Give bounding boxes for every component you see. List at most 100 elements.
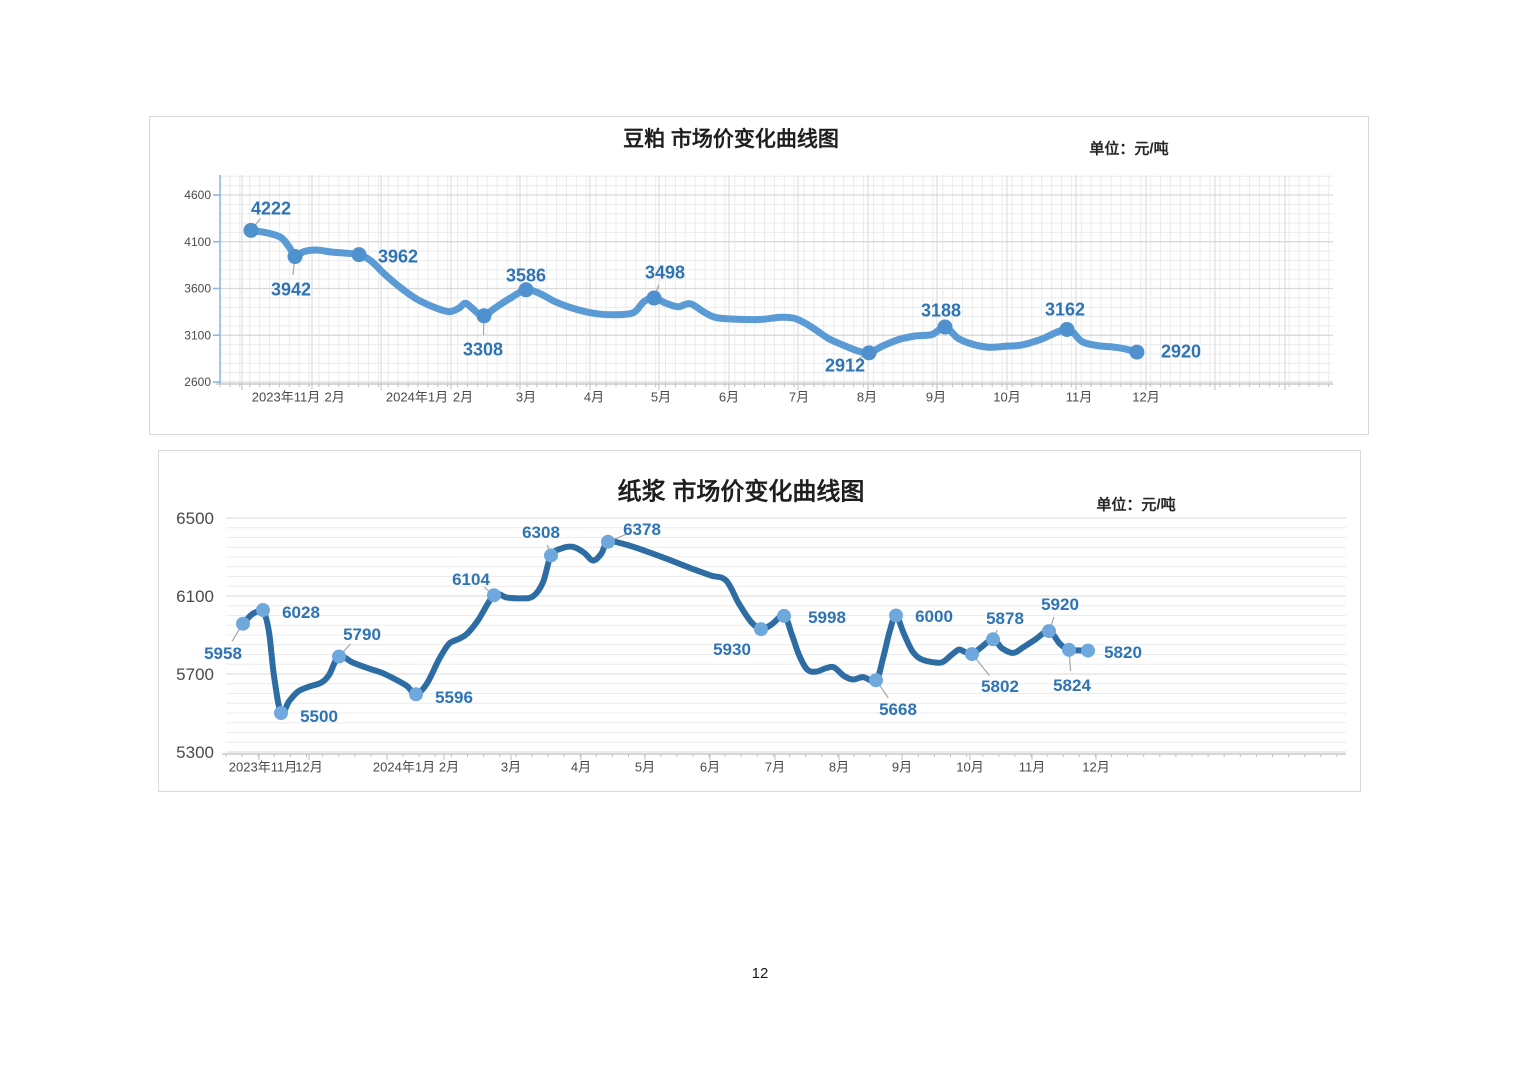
x-tick-label: 5月: [651, 390, 671, 405]
data-point-label: 5802: [981, 677, 1019, 696]
data-point-marker: [646, 290, 662, 306]
y-tick-label: 2600: [184, 375, 211, 389]
data-point-label: 5930: [713, 640, 751, 659]
x-tick-label: 2月: [453, 390, 473, 405]
x-tick-label: 5月: [635, 760, 655, 775]
x-tick-label: 6月: [719, 390, 739, 405]
x-tick-label: 9月: [926, 390, 946, 405]
x-tick-label: 9月: [892, 760, 912, 775]
chart-unit-label: 单位：元/吨: [1096, 496, 1176, 514]
data-point-marker: [861, 345, 877, 361]
x-tick-label: 7月: [789, 390, 809, 405]
data-point-label: 5668: [879, 700, 917, 719]
data-point-label: 3308: [463, 339, 503, 359]
data-point-label: 5500: [300, 707, 338, 726]
data-point-marker: [889, 608, 903, 623]
x-tick-label: 11月: [1066, 390, 1093, 405]
data-point-marker: [518, 282, 534, 298]
soybean-meal-line-chart: 4600 4100 3600 3100 2600 12月 2月 3月 4月 5月 6月 7月 8月 9月 1…: [184, 175, 1333, 405]
data-point-marker: [1042, 624, 1056, 639]
data-point-label: 5958: [204, 644, 242, 663]
data-point-marker: [1129, 344, 1145, 360]
data-point-marker: [777, 608, 791, 623]
page-number: 12: [751, 965, 769, 982]
y-tick-label: 5700: [176, 665, 214, 684]
data-point-marker: [937, 319, 953, 335]
y-tick-label: 3600: [184, 282, 211, 296]
x-tick-label: 10月: [956, 760, 983, 775]
y-tick-label: 6500: [176, 509, 214, 528]
data-point-label: 5998: [808, 608, 846, 627]
x-tick-label: 12月: [295, 760, 322, 775]
data-point-label: 3962: [378, 246, 418, 266]
x-tick-label: 2023年11月: [252, 390, 320, 405]
x-tick-label: 12月: [1132, 390, 1159, 405]
x-tick-label: 7月: [765, 760, 785, 775]
data-point-marker: [754, 622, 768, 637]
data-point-label: 6000: [915, 607, 953, 626]
price-series-line: [240, 538, 1091, 717]
data-point-label: 6308: [522, 523, 560, 542]
x-label-backing: [383, 388, 451, 405]
data-point-marker: [1081, 643, 1095, 658]
data-point-label: 3498: [645, 262, 685, 282]
data-point-marker: [601, 534, 615, 549]
data-point-marker: [274, 706, 288, 720]
x-tick-label: 4月: [584, 390, 604, 405]
data-point-marker: [351, 247, 367, 263]
data-point-label: 3942: [271, 279, 311, 299]
x-tick-label: 4月: [571, 760, 591, 775]
x-tick-label: 3月: [501, 760, 521, 775]
data-point-marker: [986, 632, 1000, 647]
x-tick-label: 11月: [1019, 760, 1046, 775]
data-point-label: 5596: [435, 688, 473, 707]
data-point-label: 3188: [921, 300, 961, 320]
x-tick-label: 10月: [993, 390, 1020, 405]
x-tick-label: 12月: [317, 390, 344, 405]
y-tick-label: 3100: [184, 328, 211, 342]
x-label-backing: [248, 388, 324, 405]
data-point-label: 4222: [251, 198, 291, 218]
data-point-label: 5878: [986, 609, 1024, 628]
data-point-marker: [869, 673, 883, 688]
data-point-marker: [965, 647, 979, 662]
chart-title: 豆粕 市场价变化曲线图: [623, 128, 839, 151]
x-tick-label: 3月: [516, 390, 536, 405]
label-leader-line: [974, 656, 990, 676]
data-point-label: 5820: [1104, 643, 1142, 662]
data-point-marker: [1062, 642, 1076, 657]
x-tick-label: 2023年11月: [229, 760, 297, 775]
data-point-label: 2912: [825, 355, 865, 375]
x-tick-label: 6月: [700, 760, 720, 775]
data-point-marker: [236, 616, 250, 631]
x-tick-label: 8月: [857, 390, 877, 405]
chart-unit-label: 单位：元/吨: [1089, 140, 1169, 158]
y-tick-label: 5300: [176, 743, 214, 762]
y-tick-label: 4600: [184, 188, 211, 202]
y-tick-label: 4100: [184, 235, 211, 249]
data-point-label: 5920: [1041, 595, 1079, 614]
x-tick-label: 2024年1月: [373, 760, 435, 775]
data-point-label: 5790: [343, 625, 381, 644]
data-point-marker: [256, 603, 270, 618]
x-tick-label: 2月: [439, 760, 459, 775]
data-point-label: 6028: [282, 603, 320, 622]
x-tick-label: 2024年1月: [386, 390, 448, 405]
data-point-marker: [409, 687, 423, 702]
x-tick-label: 12月: [1082, 760, 1109, 775]
data-point-label: 3162: [1045, 299, 1085, 319]
data-point-label: 6104: [452, 570, 490, 589]
data-point-marker: [544, 548, 558, 563]
y-tick-label: 6100: [176, 587, 214, 606]
data-point-marker: [287, 249, 303, 265]
data-point-label: 2920: [1161, 341, 1201, 361]
chart-title: 纸浆 市场价变化曲线图: [617, 478, 865, 506]
data-point-label: 6378: [623, 520, 661, 539]
data-point-marker: [243, 222, 259, 238]
x-tick-label: 8月: [829, 760, 849, 775]
data-point-label: 5824: [1053, 676, 1091, 695]
data-point-marker: [487, 588, 501, 603]
data-point-marker: [1059, 321, 1075, 337]
